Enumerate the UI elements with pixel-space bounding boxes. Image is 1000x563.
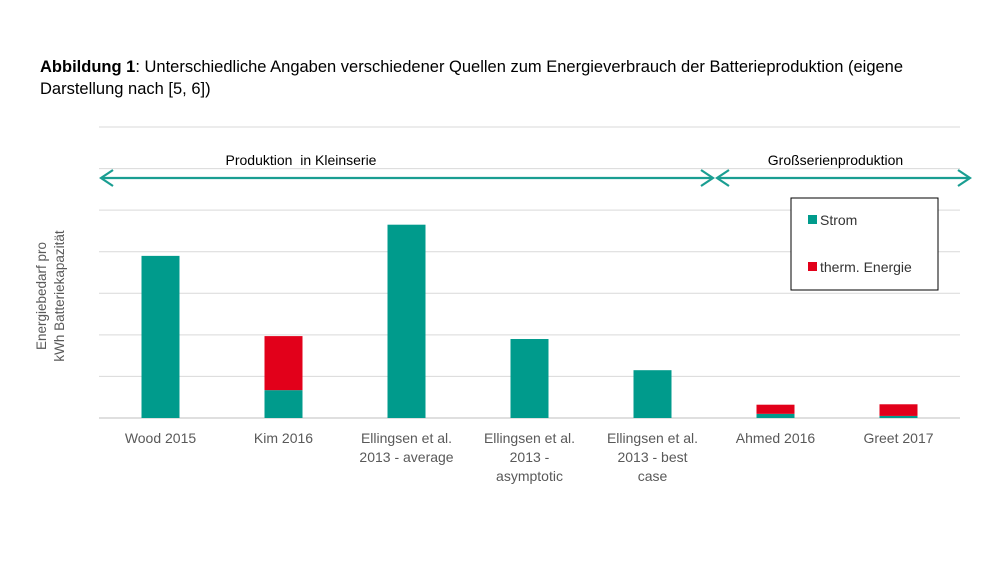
category-label: Ellingsen et al. 2013 - average [359, 430, 453, 465]
category-label: Greet 2017 [863, 430, 933, 446]
bar-therm-1 [264, 336, 303, 391]
legend: Strom therm. Energie [790, 197, 939, 291]
range-label: Großserienproduktion [768, 152, 903, 168]
bar-strom-3 [510, 339, 549, 418]
legend-label: Strom [820, 212, 857, 228]
category-label: Wood 2015 [125, 430, 197, 446]
bar-strom-1 [264, 390, 303, 418]
category-label: Ahmed 2016 [736, 430, 816, 446]
bar-strom-5 [756, 413, 795, 418]
category-labels: Wood 2015 Kim 2016 Ellingsen et al. 2013 - … [125, 430, 934, 484]
bar-strom-4 [633, 370, 672, 418]
caption-bold: Abbildung 1 [40, 58, 136, 76]
category-label: Ellingsen et al. 2013 -asymptotic [484, 430, 575, 484]
bar-strom-2 [387, 224, 426, 418]
caption-text: : Unterschiedliche Angaben verschiedener… [40, 58, 904, 98]
bars [141, 224, 918, 418]
range-arrow-0 [99, 169, 715, 187]
range-label: Produktion in Kleinserie [226, 152, 377, 168]
bar-strom-0 [141, 255, 180, 418]
category-label: Ellingsen et al. 2013 - best case [607, 430, 698, 484]
figure-caption: Abbildung 1: Unterschiedliche Angaben ve… [40, 56, 980, 100]
bar-therm-6 [879, 404, 918, 416]
category-label: Kim 2016 [254, 430, 313, 446]
legend-label: therm. Energie [820, 259, 912, 275]
bar-strom-6 [879, 415, 918, 418]
bar-therm-5 [756, 404, 795, 414]
legend-swatch [808, 215, 817, 224]
range-annotations: Produktion in Kleinserie Großserienproduk… [99, 152, 972, 187]
range-arrow-1 [715, 169, 972, 187]
legend-box [790, 197, 939, 291]
legend-swatch [808, 262, 817, 271]
